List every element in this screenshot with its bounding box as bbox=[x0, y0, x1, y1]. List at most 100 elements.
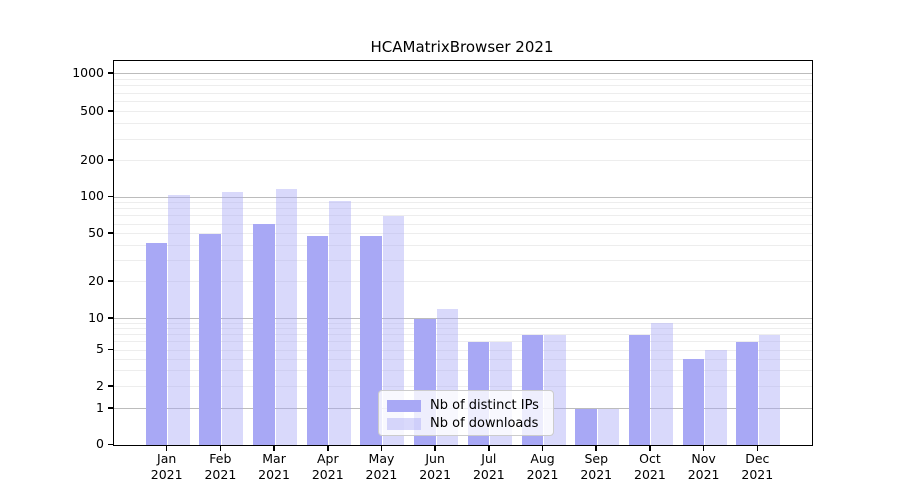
legend-item-downloads: Nb of downloads bbox=[387, 415, 545, 432]
legend-swatch-distinct-ips bbox=[387, 399, 421, 412]
gridline bbox=[114, 208, 812, 210]
y-tick bbox=[108, 195, 113, 197]
x-tick bbox=[488, 445, 490, 451]
x-tick-label: Apr 2021 bbox=[311, 451, 344, 482]
x-tick bbox=[649, 445, 651, 451]
x-tick-label: Jan 2021 bbox=[150, 451, 183, 482]
x-tick-label: Jul 2021 bbox=[472, 451, 505, 482]
gridline bbox=[114, 223, 812, 225]
plot-area: Nb of distinct IPs Nb of downloads bbox=[113, 60, 813, 446]
gridline bbox=[114, 111, 812, 113]
x-tick-label: Nov 2021 bbox=[687, 451, 720, 482]
legend-item-distinct-ips: Nb of distinct IPs bbox=[387, 397, 545, 414]
legend-swatch-downloads bbox=[387, 417, 421, 430]
x-tick bbox=[165, 445, 168, 451]
legend-label-downloads: Nb of downloads bbox=[430, 416, 539, 431]
gridline bbox=[114, 215, 812, 217]
y-tick bbox=[108, 280, 113, 282]
y-tick-label: 100 bbox=[80, 188, 104, 203]
bar-downloads bbox=[705, 350, 727, 445]
gridline bbox=[114, 202, 812, 204]
gridline bbox=[114, 349, 812, 351]
bar-downloads bbox=[168, 194, 190, 445]
y-tick-label: 50 bbox=[88, 224, 104, 240]
y-tick bbox=[108, 110, 113, 112]
bar-distinct-ips bbox=[253, 224, 275, 445]
y-tick-label: 500 bbox=[80, 102, 104, 118]
gridline bbox=[114, 386, 812, 388]
gridline bbox=[114, 233, 812, 235]
y-tick bbox=[108, 232, 113, 234]
gridline bbox=[114, 260, 812, 262]
x-tick-label: Oct 2021 bbox=[634, 451, 666, 482]
bar-downloads bbox=[597, 408, 620, 445]
gridline bbox=[114, 281, 812, 283]
gridline bbox=[114, 85, 812, 87]
bar-downloads bbox=[382, 215, 405, 445]
x-tick bbox=[756, 445, 759, 451]
gridline bbox=[114, 73, 812, 75]
y-tick-label: 0 bbox=[96, 436, 104, 451]
y-tick-label: 1 bbox=[96, 399, 104, 415]
gridline bbox=[114, 160, 812, 162]
chart-title: HCAMatrixBrowser 2021 bbox=[370, 38, 554, 56]
x-tick bbox=[702, 445, 705, 451]
gridline bbox=[114, 370, 812, 372]
gridline bbox=[114, 78, 812, 80]
gridline bbox=[114, 138, 812, 140]
y-tick bbox=[108, 385, 113, 387]
legend-label-distinct-ips: Nb of distinct IPs bbox=[430, 398, 539, 413]
x-tick-label: Dec 2021 bbox=[741, 451, 774, 482]
x-tick bbox=[541, 445, 544, 451]
y-tick-label: 10 bbox=[88, 309, 104, 325]
bar-distinct-ips bbox=[145, 242, 168, 445]
bar-distinct-ips bbox=[628, 334, 651, 445]
bar-downloads bbox=[275, 189, 298, 445]
bar-distinct-ips bbox=[306, 235, 329, 445]
gridline bbox=[114, 322, 812, 324]
bar-distinct-ips bbox=[736, 341, 758, 445]
y-tick-label: 200 bbox=[80, 151, 104, 167]
x-tick-label: Feb 2021 bbox=[204, 451, 237, 482]
x-tick bbox=[219, 445, 222, 451]
bar-distinct-ips bbox=[360, 235, 382, 445]
x-tick bbox=[595, 445, 597, 451]
gridline bbox=[114, 101, 812, 103]
bar-downloads bbox=[221, 192, 244, 445]
x-tick bbox=[327, 445, 329, 451]
y-tick bbox=[108, 443, 113, 445]
x-tick-label: Mar 2021 bbox=[258, 451, 290, 482]
gridline bbox=[114, 123, 812, 125]
y-tick-label: 2 bbox=[96, 377, 104, 393]
x-tick-label: Sep 2021 bbox=[580, 451, 613, 482]
bar-downloads bbox=[651, 323, 673, 445]
gridline bbox=[114, 334, 812, 336]
bar-downloads bbox=[329, 201, 351, 445]
bar-downloads bbox=[758, 334, 781, 445]
bar-distinct-ips bbox=[575, 408, 597, 445]
x-tick-label: Aug 2021 bbox=[526, 451, 559, 482]
x-tick-label: May 2021 bbox=[365, 451, 398, 482]
x-tick bbox=[434, 445, 436, 451]
y-tick-label: 1000 bbox=[72, 64, 104, 80]
gridline bbox=[114, 244, 812, 246]
x-tick bbox=[380, 445, 383, 451]
gridline bbox=[114, 318, 812, 320]
y-tick bbox=[108, 72, 113, 74]
x-tick bbox=[273, 445, 275, 451]
gridline bbox=[114, 92, 812, 94]
legend: Nb of distinct IPs Nb of downloads bbox=[378, 390, 554, 436]
y-tick bbox=[108, 317, 113, 319]
y-tick bbox=[108, 159, 113, 161]
gridline bbox=[114, 328, 812, 330]
y-tick bbox=[108, 348, 113, 351]
gridline bbox=[114, 196, 812, 198]
gridline bbox=[114, 341, 812, 343]
y-tick-label: 5 bbox=[96, 341, 104, 357]
x-tick-label: Jun 2021 bbox=[419, 451, 452, 482]
bar-distinct-ips bbox=[199, 233, 221, 445]
gridline bbox=[114, 358, 812, 360]
y-tick-label: 20 bbox=[88, 272, 104, 288]
y-tick bbox=[108, 407, 113, 409]
